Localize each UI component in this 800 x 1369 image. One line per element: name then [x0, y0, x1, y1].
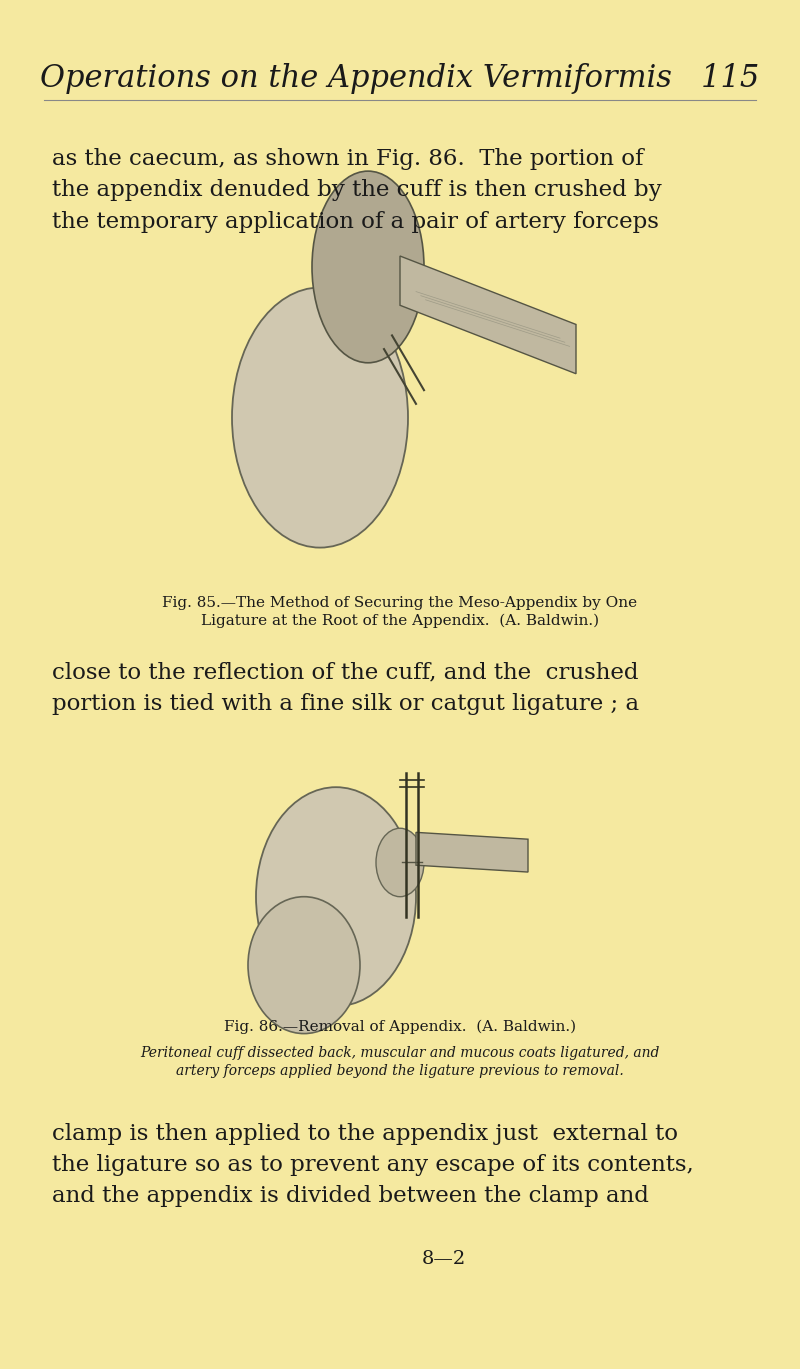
- Text: Peritoneal cuff dissected back, muscular and mucous coats ligatured, and
artery : Peritoneal cuff dissected back, muscular…: [140, 1046, 660, 1077]
- Ellipse shape: [248, 897, 360, 1034]
- Ellipse shape: [232, 287, 408, 548]
- Ellipse shape: [256, 787, 416, 1006]
- Text: clamp is then applied to the appendix just  external to
the ligature so as to pr: clamp is then applied to the appendix ju…: [52, 1123, 694, 1207]
- Text: as the caecum, as shown in Fig. 86.  The portion of
the appendix denuded by the : as the caecum, as shown in Fig. 86. The …: [52, 148, 662, 233]
- Text: Fig. 86.—Removal of Appendix.  (A. Baldwin.): Fig. 86.—Removal of Appendix. (A. Baldwi…: [224, 1020, 576, 1035]
- Polygon shape: [400, 256, 576, 374]
- FancyBboxPatch shape: [176, 739, 624, 1013]
- Ellipse shape: [376, 828, 424, 897]
- FancyBboxPatch shape: [168, 226, 632, 582]
- Text: close to the reflection of the cuff, and the  crushed
portion is tied with a fin: close to the reflection of the cuff, and…: [52, 661, 639, 715]
- Text: 8—2: 8—2: [422, 1250, 466, 1269]
- Polygon shape: [416, 832, 528, 872]
- Ellipse shape: [312, 171, 424, 363]
- Text: Fig. 85.—The Method of Securing the Meso-Appendix by One
Ligature at the Root of: Fig. 85.—The Method of Securing the Meso…: [162, 596, 638, 628]
- Text: Operations on the Appendix Vermiformis   115: Operations on the Appendix Vermiformis 1…: [40, 63, 760, 93]
